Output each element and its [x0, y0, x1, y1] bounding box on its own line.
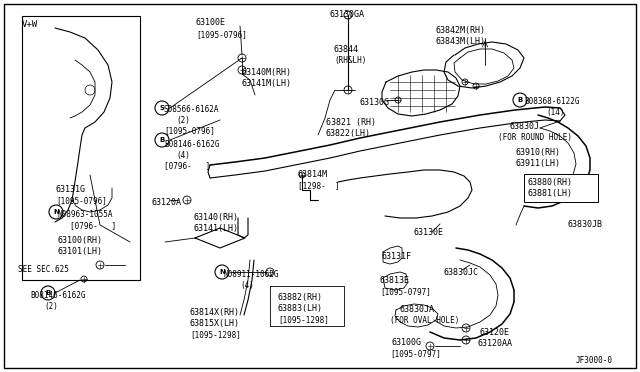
Text: N: N	[219, 269, 225, 275]
Text: 63844: 63844	[334, 45, 359, 54]
Text: 63883(LH): 63883(LH)	[278, 304, 323, 313]
Text: (4): (4)	[176, 151, 190, 160]
Text: (14): (14)	[546, 108, 564, 117]
Text: 63140(RH): 63140(RH)	[194, 213, 239, 222]
Text: 63842M(RH): 63842M(RH)	[436, 26, 486, 35]
Text: [1095-0797]: [1095-0797]	[380, 287, 431, 296]
Text: 63101(LH): 63101(LH)	[58, 247, 103, 256]
Text: 63830JC: 63830JC	[444, 268, 479, 277]
Text: SEE SEC.625: SEE SEC.625	[18, 265, 69, 274]
Text: V+W: V+W	[22, 20, 38, 29]
Text: 63822(LH): 63822(LH)	[326, 129, 371, 138]
Text: 63130E: 63130E	[414, 228, 444, 237]
Text: 63821 (RH): 63821 (RH)	[326, 118, 376, 127]
Text: 63131F: 63131F	[382, 252, 412, 261]
Text: 63120AA: 63120AA	[478, 339, 513, 348]
Text: (2): (2)	[44, 302, 58, 311]
Text: B: B	[45, 290, 51, 296]
Text: 63881(LH): 63881(LH)	[528, 189, 573, 198]
Text: 63120A: 63120A	[152, 198, 182, 207]
Text: 63131G: 63131G	[56, 185, 86, 194]
Text: [0796-   ]: [0796- ]	[70, 221, 116, 230]
Text: B08146-6162G: B08146-6162G	[30, 291, 86, 300]
Text: 63911(LH): 63911(LH)	[516, 159, 561, 168]
Text: N: N	[53, 209, 59, 215]
Text: 63814X(RH): 63814X(RH)	[190, 308, 240, 317]
Text: (RH&LH): (RH&LH)	[334, 56, 366, 65]
Text: [1298-  ]: [1298- ]	[298, 181, 340, 190]
Text: 63141M(LH): 63141M(LH)	[242, 79, 292, 88]
Bar	[22, 16, 140, 280]
Text: [1095-1298]: [1095-1298]	[278, 315, 329, 324]
Text: 63830JA: 63830JA	[400, 305, 435, 314]
Text: (FOR ROUND HOLE): (FOR ROUND HOLE)	[498, 133, 572, 142]
Text: N08911-1062G: N08911-1062G	[224, 270, 280, 279]
Text: B08146-6162G: B08146-6162G	[164, 140, 220, 149]
Text: 63814M: 63814M	[298, 170, 328, 179]
Text: [1095-1298]: [1095-1298]	[190, 330, 241, 339]
Text: 63140M(RH): 63140M(RH)	[242, 68, 292, 77]
Text: [1095-0796]: [1095-0796]	[196, 30, 247, 39]
Text: (4): (4)	[240, 281, 254, 290]
Text: 63141(LH): 63141(LH)	[194, 224, 239, 233]
Text: 63880(RH): 63880(RH)	[528, 178, 573, 187]
Text: 63100(RH): 63100(RH)	[58, 236, 103, 245]
Text: [1095-0797]: [1095-0797]	[390, 349, 441, 358]
Text: 63910(RH): 63910(RH)	[516, 148, 561, 157]
Text: [0796-   ]: [0796- ]	[164, 161, 211, 170]
Text: 63130G: 63130G	[360, 98, 390, 107]
Text: 63100G: 63100G	[392, 338, 422, 347]
Text: 63130GA: 63130GA	[330, 10, 365, 19]
Text: [1095-0796]: [1095-0796]	[56, 196, 107, 205]
Text: S: S	[159, 105, 164, 111]
Text: [1095-0796]: [1095-0796]	[164, 126, 215, 135]
Text: 63830JB: 63830JB	[568, 220, 603, 229]
Text: JF3000-0: JF3000-0	[576, 356, 613, 365]
Text: 63882(RH): 63882(RH)	[278, 293, 323, 302]
Text: N08963-1055A: N08963-1055A	[58, 210, 113, 219]
Text: 63100E: 63100E	[196, 18, 226, 27]
Bar	[524, 174, 598, 202]
Text: B08368-6122G: B08368-6122G	[524, 97, 579, 106]
Text: 63813E: 63813E	[380, 276, 410, 285]
Text: B: B	[517, 97, 523, 103]
Text: S08566-6162A: S08566-6162A	[164, 105, 220, 114]
Text: (2): (2)	[176, 116, 190, 125]
Text: 63120E: 63120E	[480, 328, 510, 337]
Text: (FOR OVAL HOLE): (FOR OVAL HOLE)	[390, 316, 460, 325]
Text: 63843M(LH): 63843M(LH)	[436, 37, 486, 46]
Text: B: B	[159, 137, 164, 143]
Text: 63830J: 63830J	[510, 122, 540, 131]
Text: 63815X(LH): 63815X(LH)	[190, 319, 240, 328]
